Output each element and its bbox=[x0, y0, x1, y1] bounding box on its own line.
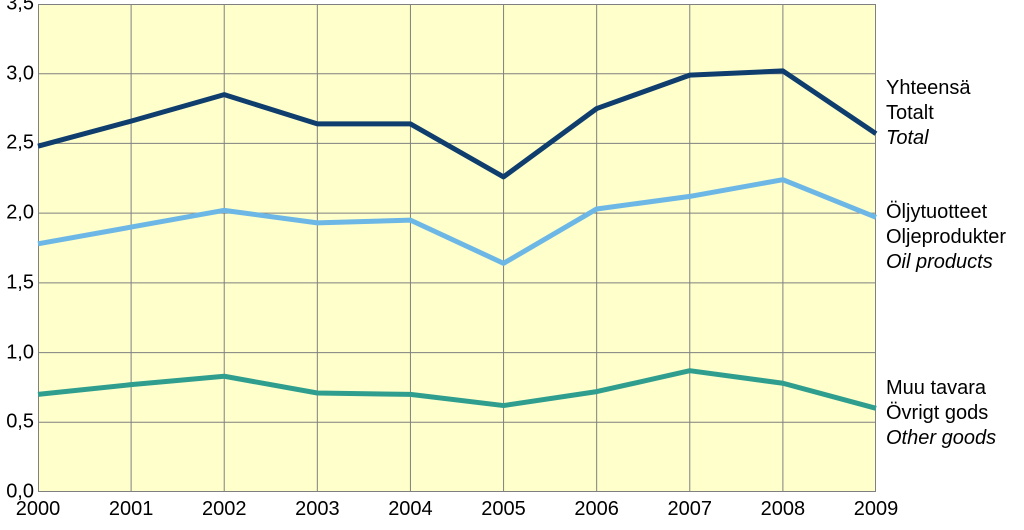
y-tick-label: 2,0 bbox=[6, 202, 34, 225]
series-line-oil bbox=[38, 180, 876, 264]
y-tick-label: 3,0 bbox=[6, 62, 34, 85]
legend-oil: ÖljytuotteetOljeprodukterOil products bbox=[886, 200, 1006, 275]
series-line-other bbox=[38, 371, 876, 409]
x-tick-label: 2000 bbox=[16, 498, 61, 521]
legend-label-fi: Muu tavara bbox=[886, 376, 996, 401]
x-tick-label: 2005 bbox=[481, 498, 526, 521]
legend-label-sv: Övrigt gods bbox=[886, 401, 996, 426]
legend-label-fi: Yhteensä bbox=[886, 76, 971, 101]
legend-other: Muu tavaraÖvrigt godsOther goods bbox=[886, 376, 996, 451]
y-tick-label: 1,5 bbox=[6, 271, 34, 294]
y-tick-label: 2,5 bbox=[6, 132, 34, 155]
y-tick-label: 0,5 bbox=[6, 411, 34, 434]
x-tick-label: 2007 bbox=[668, 498, 713, 521]
y-tick-label: 1,0 bbox=[6, 341, 34, 364]
x-tick-label: 2008 bbox=[761, 498, 806, 521]
legend-label-en: Oil products bbox=[886, 250, 1006, 275]
y-axis: 0,00,51,01,52,02,53,03,5 bbox=[0, 0, 38, 530]
plot-area: 2000200120022003200420052006200720082009 bbox=[38, 4, 876, 492]
legend-label-en: Other goods bbox=[886, 426, 996, 451]
y-tick-label: 3,5 bbox=[6, 0, 34, 16]
legend-total: YhteensäTotaltTotal bbox=[886, 76, 971, 151]
legend-label-en: Total bbox=[886, 126, 971, 151]
plot-svg bbox=[38, 4, 876, 492]
line-chart: 0,00,51,01,52,02,53,03,5 200020012002200… bbox=[0, 0, 1024, 530]
x-tick-label: 2003 bbox=[295, 498, 340, 521]
x-tick-label: 2006 bbox=[574, 498, 619, 521]
x-tick-label: 2004 bbox=[388, 498, 433, 521]
x-tick-label: 2002 bbox=[202, 498, 247, 521]
legend-label-sv: Totalt bbox=[886, 101, 971, 126]
legend-label-fi: Öljytuotteet bbox=[886, 200, 1006, 225]
series-line-total bbox=[38, 71, 876, 177]
x-tick-label: 2001 bbox=[109, 498, 154, 521]
legend-label-sv: Oljeprodukter bbox=[886, 225, 1006, 250]
x-tick-label: 2009 bbox=[854, 498, 899, 521]
